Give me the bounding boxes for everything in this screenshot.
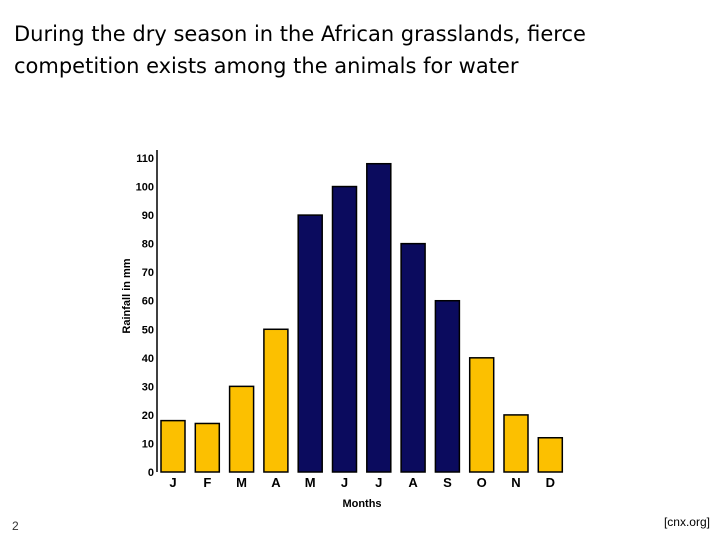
bar-9 <box>434 299 461 473</box>
slide-title: During the dry season in the African gra… <box>14 18 704 82</box>
y-tick-label: 20 <box>142 410 154 422</box>
x-tick-label: D <box>546 475 555 490</box>
bars <box>160 162 564 473</box>
y-tick-label: 40 <box>142 353 154 365</box>
bar-5 <box>297 214 323 473</box>
bar-7 <box>366 162 392 473</box>
y-tick-label: 0 <box>148 467 154 479</box>
y-tick-label: 70 <box>142 267 154 279</box>
x-tick-label: M <box>305 475 316 490</box>
bar-6 <box>331 185 358 473</box>
x-axis-label: Months <box>342 498 381 510</box>
x-tick-label: M <box>236 475 247 490</box>
y-tick-label: 10 <box>142 438 154 450</box>
x-tick-label: O <box>477 475 487 490</box>
x-tick-label: F <box>203 475 211 490</box>
bar-10 <box>468 357 495 473</box>
y-axis-ticks: 0 10 20 30 40 50 60 70 80 90 100 110 <box>136 153 154 479</box>
bar-1 <box>160 419 186 473</box>
y-tick-label: 110 <box>136 153 154 165</box>
bar-12 <box>537 436 564 473</box>
x-tick-label: A <box>271 475 281 490</box>
y-tick-label: 30 <box>142 381 154 393</box>
x-tick-label: J <box>375 475 382 490</box>
bar-3 <box>228 385 255 473</box>
bar-11 <box>503 414 529 473</box>
x-tick-label: A <box>408 475 418 490</box>
x-tick-label: S <box>443 475 452 490</box>
source-credit: [cnx.org] <box>663 515 710 529</box>
y-tick-label: 90 <box>142 210 154 222</box>
bar-8 <box>400 242 426 473</box>
y-tick-label: 60 <box>142 296 154 308</box>
slide-title-line-2: competition exists among the animals for… <box>14 54 519 78</box>
x-tick-label: J <box>169 475 176 490</box>
page-number: 2 <box>12 519 19 533</box>
y-tick-label: 80 <box>142 239 154 251</box>
slide-title-line-1: During the dry season in the African gra… <box>14 22 586 46</box>
y-tick-label: 100 <box>136 182 154 194</box>
bar-2 <box>194 422 221 473</box>
y-tick-label: 50 <box>142 324 154 336</box>
y-axis-label: Rainfall in mm <box>121 258 133 333</box>
bar-4 <box>263 328 289 473</box>
x-tick-label: N <box>511 475 520 490</box>
x-tick-label: J <box>341 475 348 490</box>
